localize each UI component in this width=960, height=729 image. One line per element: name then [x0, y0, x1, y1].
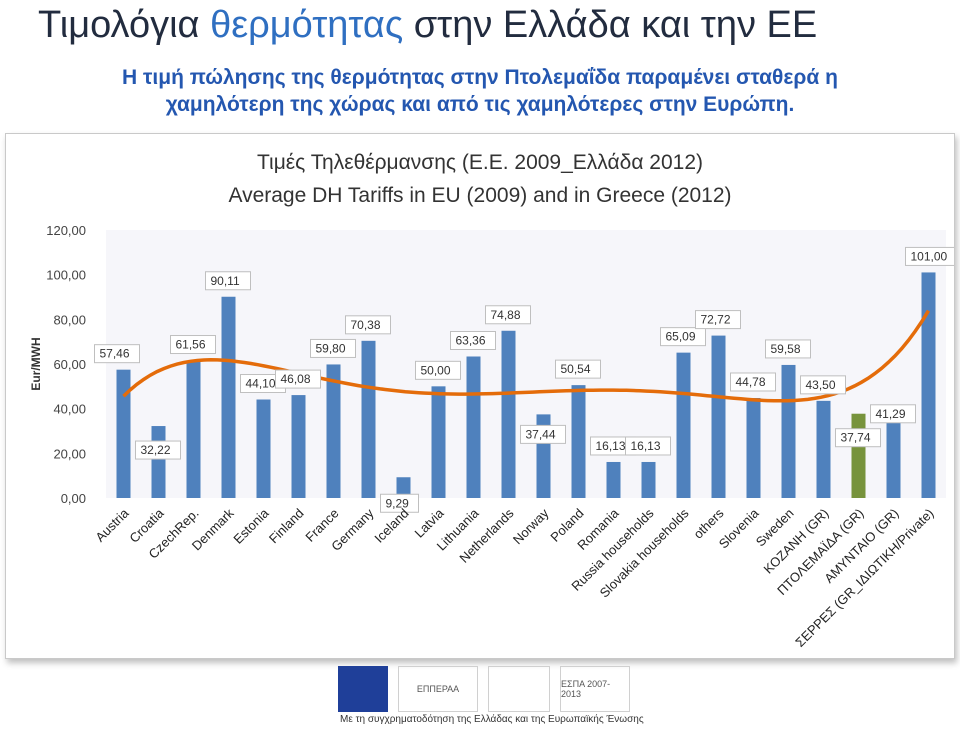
bar [361, 340, 376, 498]
data-label: 70,38 [351, 318, 381, 332]
footer-text: Με τη συγχρηματοδότηση της Ελλάδας και τ… [340, 714, 644, 725]
bar [291, 395, 306, 498]
data-label: 9,29 [386, 496, 410, 510]
ministry-logo [488, 666, 550, 712]
x-tick-label: Finland [266, 506, 307, 547]
bar [676, 352, 691, 498]
data-label: 90,11 [211, 274, 240, 288]
data-label-box [310, 338, 356, 358]
data-label-box [380, 493, 419, 513]
x-tick-label: Slovenia [716, 505, 762, 551]
data-label-box [415, 360, 461, 380]
bar [711, 335, 726, 498]
y-tick-label: 40,00 [53, 402, 86, 417]
data-label-box [94, 344, 140, 364]
data-label: 61,56 [176, 338, 206, 352]
chart-title: Τιμές Τηλεθέρμανσης (Ε.Ε. 2009_Ελλάδα 20… [257, 151, 703, 174]
data-label: 37,44 [526, 427, 556, 441]
bar [151, 426, 166, 498]
bar-chart: Τιμές Τηλεθέρμανσης (Ε.Ε. 2009_Ελλάδα 20… [29, 151, 954, 650]
data-label-box [205, 271, 251, 291]
bar [781, 364, 796, 498]
data-label-box [905, 246, 954, 266]
bar [641, 461, 656, 498]
bar [921, 272, 936, 498]
page-subtitle: Η τιμή πώλησης της θερμότητας στην Πτολε… [40, 64, 920, 118]
data-label: 46,08 [281, 372, 311, 386]
x-tick-label: Estonia [230, 505, 272, 547]
epperaa-logo: ΕΠΠΕΡΑΑ [398, 666, 478, 712]
bar [186, 360, 201, 498]
data-label-box [625, 436, 671, 456]
bar [571, 385, 586, 498]
data-label: 74,88 [491, 308, 521, 322]
data-label: 44,78 [736, 375, 766, 389]
bar [501, 330, 516, 498]
footer-logos: ΕΠΠΕΡΑΑ ΕΣΠΑ 2007-2013 [338, 666, 630, 714]
data-label-box [800, 375, 846, 395]
chart-subtitle: Average DH Tariffs in EU (2009) and in G… [228, 184, 731, 207]
bar [886, 405, 901, 498]
data-label: 37,74 [841, 431, 871, 445]
data-label-box [695, 310, 741, 330]
bar [116, 369, 131, 498]
data-label: 43,50 [806, 378, 836, 392]
y-tick-label: 120,00 [46, 223, 86, 238]
data-label-box [520, 424, 566, 444]
data-label: 41,29 [876, 407, 906, 421]
y-tick-label: 100,00 [46, 268, 86, 283]
x-tick-label: Norway [510, 505, 552, 547]
data-label: 50,54 [561, 362, 591, 376]
bar [816, 400, 831, 498]
bar [746, 397, 761, 498]
data-label-box [275, 369, 321, 389]
x-tick-label: Austria [92, 505, 132, 545]
data-label: 44,10 [246, 377, 276, 391]
data-label-box [450, 330, 496, 350]
data-label-box [870, 404, 916, 424]
y-tick-label: 60,00 [53, 357, 86, 372]
bar [431, 386, 446, 498]
subtitle-line-2: χαμηλότερη της χώρας και από τις χαμηλότ… [165, 93, 795, 116]
data-label-box [660, 327, 706, 347]
data-label: 50,00 [421, 363, 451, 377]
data-label-box [135, 440, 181, 460]
data-label-box [555, 359, 601, 379]
data-label: 59,58 [771, 342, 801, 356]
data-label: 63,36 [456, 333, 486, 347]
data-label: 101,00 [911, 249, 948, 263]
data-label: 57,46 [100, 347, 130, 361]
bar [256, 399, 271, 498]
bar [326, 364, 341, 498]
data-label: 65,09 [666, 330, 696, 344]
subtitle-line-1: Η τιμή πώλησης της θερμότητας στην Πτολε… [122, 66, 838, 89]
y-axis-label: Eur/MWH [29, 337, 43, 390]
data-label-box [765, 339, 811, 359]
data-label-box [485, 305, 531, 325]
bar [606, 461, 621, 498]
y-tick-label: 80,00 [53, 312, 86, 327]
data-label-box [730, 372, 776, 392]
data-label: 16,13 [631, 439, 661, 453]
bar [221, 296, 236, 498]
data-label-box [170, 335, 216, 355]
y-tick-label: 20,00 [53, 446, 86, 461]
bar [396, 477, 411, 498]
data-label: 16,13 [596, 439, 626, 453]
espa-logo: ΕΣΠΑ 2007-2013 [560, 666, 630, 712]
bar [851, 413, 866, 498]
data-label-box [835, 428, 881, 448]
chart-frame: Τιμές Τηλεθέρμανσης (Ε.Ε. 2009_Ελλάδα 20… [5, 133, 955, 659]
data-label-box [345, 315, 391, 335]
page-title: Τιμολόγια θερμότητας στην Ελλάδα και την… [38, 4, 818, 46]
data-label: 32,22 [141, 443, 171, 457]
bar [466, 356, 481, 498]
data-label: 59,80 [316, 341, 346, 355]
y-tick-label: 0,00 [61, 491, 86, 506]
data-label: 72,72 [701, 313, 731, 327]
eu-flag-logo [338, 666, 388, 712]
trendline [122, 309, 930, 403]
